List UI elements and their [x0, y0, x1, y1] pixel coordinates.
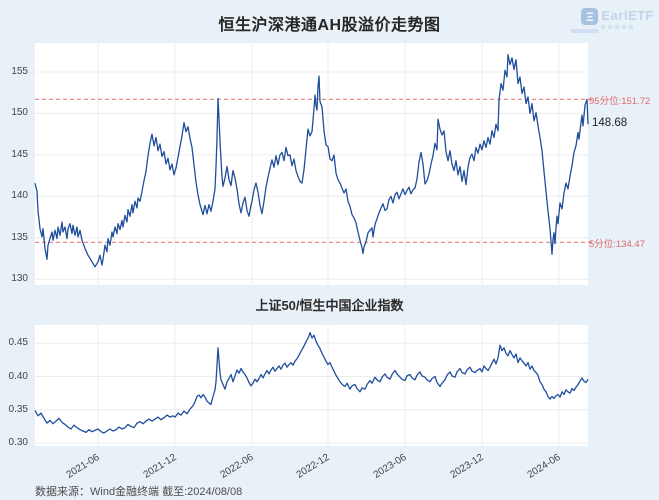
y-tick-label: 145 — [11, 148, 28, 160]
y-tick-label: 0.35 — [8, 403, 28, 415]
y-tick-label: 0.30 — [8, 437, 28, 448]
logo-underline-bar — [571, 29, 599, 33]
percentile-95-label: 95分位:151.72 — [589, 96, 651, 107]
earletf-logo: Ξ EarlETF — [581, 8, 654, 29]
y-tick-label: 135 — [11, 231, 28, 243]
y-tick-label: 155 — [11, 66, 28, 77]
y-tick-label: 150 — [11, 107, 28, 119]
plot-area — [35, 43, 588, 285]
page-title: 恒生沪深港通AH股溢价走势图 — [218, 17, 441, 34]
earletf-logo-icon: Ξ — [581, 8, 599, 25]
earletf-logo-text: EarlETF — [601, 8, 654, 23]
y-tick-label: 130 — [11, 273, 28, 285]
percentile-5-label: 5分位:134.47 — [589, 239, 645, 250]
data-source-note: 数据来源：Wind金融终端 截至:2024/08/08 — [35, 486, 243, 498]
y-tick-label: 140 — [11, 190, 28, 202]
bottom-chart-title: 上证50/恒生中国企业指数 — [255, 298, 404, 313]
series-line — [34, 53, 589, 268]
earletf-logo-subtext-marks — [601, 25, 654, 29]
y-tick-label: 0.40 — [8, 370, 28, 382]
series-line — [34, 331, 589, 434]
y-tick-label: 0.45 — [8, 337, 28, 349]
latest-value-label: 148.68 — [592, 117, 628, 129]
